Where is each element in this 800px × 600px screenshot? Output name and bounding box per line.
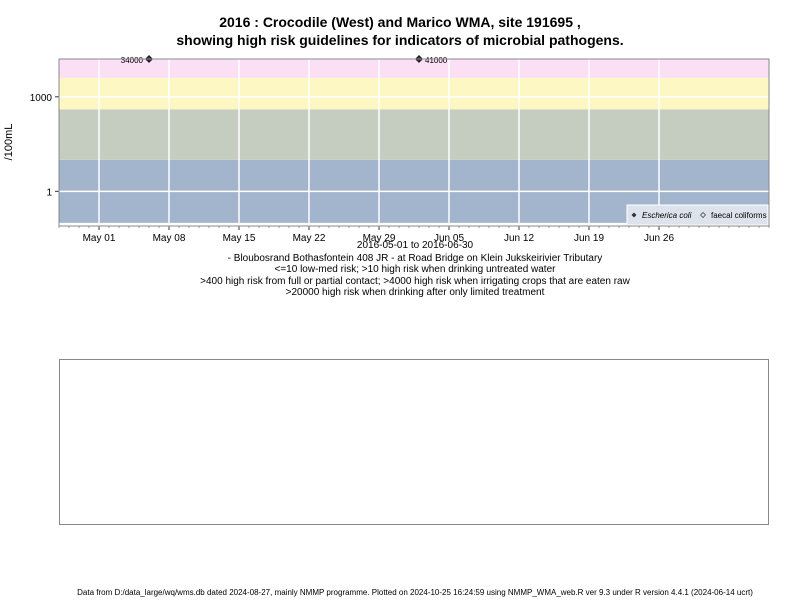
legend-box (626, 204, 769, 226)
caption-date-range: 2016-05-01 to 2016-06-30 (356, 240, 474, 251)
plot-frame (58, 58, 770, 227)
x-tick-label-0: May 01 (83, 233, 116, 244)
caption-risk-2: >400 high risk from full or partial cont… (200, 276, 630, 287)
legend-ecoli-label: Escherica coli (642, 211, 692, 220)
x-tick-label-6: Jun 12 (504, 233, 534, 244)
ecoli-point-label-1: 41000 (425, 56, 448, 65)
caption-risk-3: >20000 high risk when drinking after onl… (285, 287, 545, 298)
y-tick-label-1: 1000 (30, 93, 53, 104)
y-axis-label: /100mL (3, 124, 15, 161)
y-tick-label-0: 1 (46, 187, 52, 198)
x-tick-label-1: May 08 (153, 233, 186, 244)
empty-plot-panel (59, 359, 769, 525)
chart-svg: May 01 May 08 May 15 May 22 May 29 Jun 05 Jun … (3, 55, 770, 244)
x-tick-label-8: Jun 26 (644, 233, 674, 244)
x-tick-label-5: Jun 05 (434, 233, 464, 244)
footer-note: Data from D:/data_large/wq/wms.db dated … (77, 588, 753, 597)
legend-ecoli-marker (631, 212, 637, 218)
x-tick-label-7: Jun 19 (574, 233, 604, 244)
risk-band-1 (59, 109, 769, 160)
chart-title-line1: 2016 : Crocodile (West) and Marico WMA, … (219, 14, 581, 30)
legend-faecal-marker (700, 212, 706, 218)
caption-site: - Bloubosrand Bothasfontein 408 JR - at … (227, 253, 603, 264)
x-tick-label-4: May 29 (363, 233, 396, 244)
chart-title-line2: showing high risk guidelines for indicat… (176, 32, 624, 48)
risk-band-2 (59, 77, 769, 110)
x-tick-label-2: May 15 (223, 233, 256, 244)
caption-risk-1: <=10 low-med risk; >10 high risk when dr… (274, 264, 556, 275)
legend-faecal-label: faecal coliforms (711, 211, 767, 220)
risk-band-3 (59, 59, 769, 78)
ecoli-point-label-0: 34000 (121, 56, 144, 65)
x-tick-label-3: May 22 (293, 233, 326, 244)
